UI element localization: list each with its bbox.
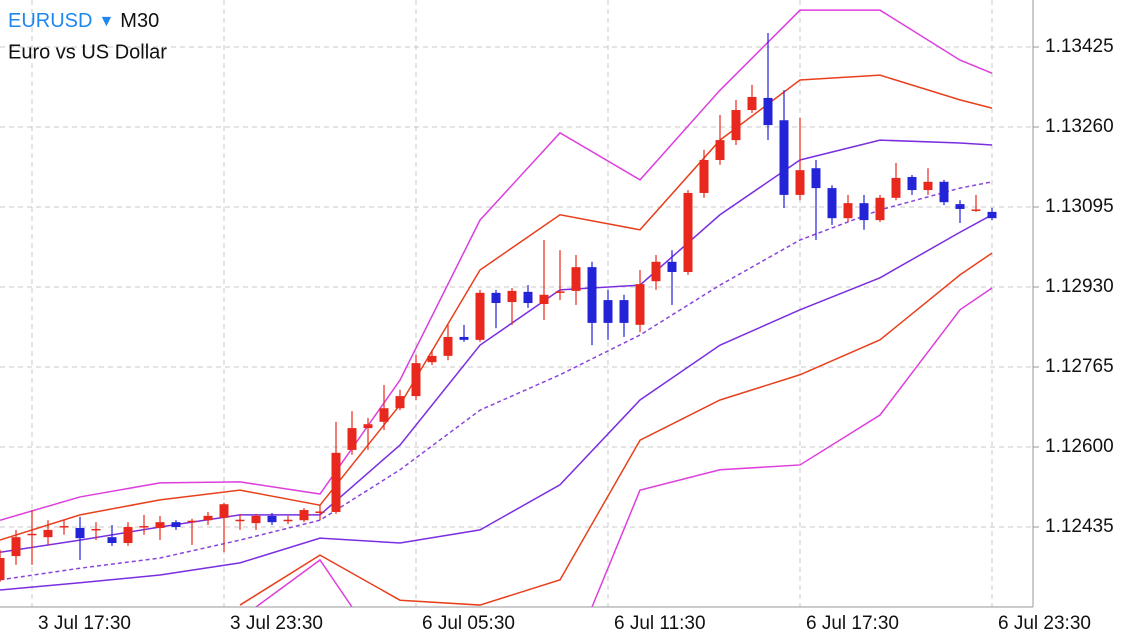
candle-body — [987, 211, 997, 219]
candle-body — [635, 284, 645, 325]
symbol-header: EURUSD ▼ M30 — [8, 10, 159, 32]
candle-body — [27, 533, 37, 536]
candle-body — [427, 355, 437, 363]
candle-body — [587, 267, 597, 323]
candle-body — [379, 408, 389, 422]
candle-body — [0, 558, 5, 580]
plot-area — [0, 9, 997, 607]
candle-body — [875, 197, 885, 221]
candle-body — [187, 520, 197, 523]
candle-body — [939, 181, 949, 203]
candle-body — [203, 515, 213, 521]
candle-body — [171, 522, 181, 528]
candle-body — [827, 188, 837, 219]
candle-body — [971, 209, 981, 211]
candle-body — [907, 176, 917, 191]
candle-body — [459, 336, 469, 340]
candle-body — [219, 504, 229, 518]
x-tick-label: 3 Jul 23:30 — [230, 613, 323, 634]
y-tick-label: 1.13425 — [1045, 36, 1114, 57]
candle-body — [795, 170, 805, 195]
candle-body — [139, 526, 149, 528]
candle-body — [523, 291, 533, 304]
candle-body — [667, 261, 677, 272]
y-tick-label: 1.13260 — [1045, 116, 1114, 137]
x-tick-label: 6 Jul 05:30 — [422, 613, 515, 634]
candle-body — [955, 204, 965, 209]
candle-body — [347, 428, 357, 450]
candle-body — [107, 537, 117, 544]
x-tick-label: 6 Jul 11:30 — [614, 613, 706, 634]
candle-body — [539, 294, 549, 304]
candle-body — [763, 97, 773, 126]
symbol-description: Euro vs US Dollar — [8, 41, 167, 63]
candle-body — [779, 120, 789, 195]
x-tick-label: 6 Jul 17:30 — [806, 613, 899, 634]
candle-body — [475, 292, 485, 340]
candle-body — [75, 527, 85, 539]
candle-body — [155, 522, 165, 528]
candle-body — [859, 203, 869, 221]
y-tick-label: 1.12765 — [1045, 356, 1114, 377]
candle-body — [811, 168, 821, 189]
candle-body — [283, 519, 293, 522]
candle-body — [395, 396, 405, 409]
candle-body — [331, 452, 341, 512]
candle-body — [651, 261, 661, 282]
candle-body — [299, 510, 309, 521]
x-tick-label: 6 Jul 23:30 — [998, 613, 1091, 634]
candle-body — [411, 363, 421, 397]
candle-body — [267, 515, 277, 523]
candle-body — [699, 159, 709, 193]
candle-body — [235, 519, 245, 522]
y-tick-label: 1.13095 — [1045, 196, 1114, 217]
axes: 1.12435 1.12600 1.12765 1.12930 1.13095 1.132… — [38, 36, 1114, 634]
y-tick-label: 1.12600 — [1045, 436, 1114, 457]
candle-body — [251, 515, 261, 524]
candle-body — [683, 192, 693, 272]
candle-body — [571, 267, 581, 291]
candle-body — [11, 537, 21, 557]
grid — [0, 0, 1032, 607]
y-tick-label: 1.12930 — [1045, 276, 1114, 297]
indicator-line — [0, 9, 993, 521]
y-tick-label: 1.12435 — [1045, 516, 1114, 537]
candle-body — [731, 110, 741, 141]
candle-body — [603, 300, 613, 323]
indicator-line — [239, 252, 993, 606]
candle-body — [443, 336, 453, 356]
indicator-line — [0, 214, 993, 591]
timeframe[interactable]: M30 — [120, 10, 159, 32]
indicator-line — [0, 74, 993, 541]
candle-body — [491, 292, 501, 304]
candle-body — [555, 291, 565, 293]
candle-body — [507, 290, 517, 303]
candle-body — [619, 300, 629, 323]
candle-body — [363, 424, 373, 429]
candle-body — [715, 140, 725, 160]
candle-body — [43, 529, 53, 538]
candle-body — [123, 527, 133, 544]
candle-body — [747, 96, 757, 111]
candle-body — [891, 177, 901, 198]
candle-body — [843, 203, 853, 219]
x-tick-label: 3 Jul 17:30 — [38, 613, 131, 634]
candle-body — [315, 511, 325, 513]
candle-body — [923, 181, 933, 191]
candle-body — [91, 528, 101, 531]
indicator-line — [255, 287, 993, 607]
candle-body — [59, 526, 69, 528]
symbol[interactable]: EURUSD — [8, 10, 92, 32]
symbol-arrow[interactable]: ▼ — [98, 13, 114, 30]
